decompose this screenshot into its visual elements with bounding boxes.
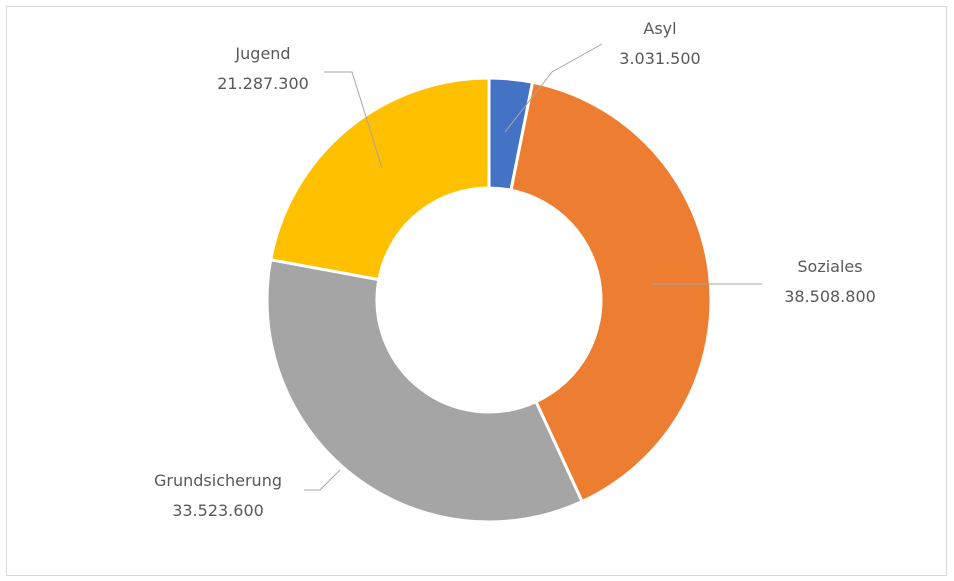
leader-line-jugend [324, 71, 383, 169]
doughnut-slices [265, 76, 713, 524]
data-label-category-soziales: Soziales [797, 257, 862, 276]
leader-line-grundsicherung [304, 469, 341, 491]
data-label-value-jugend: 21.287.300 [217, 74, 309, 93]
data-label-value-grundsicherung: 33.523.600 [172, 501, 264, 520]
data-label-category-asyl: Asyl [643, 19, 676, 38]
data-label-value-asyl: 3.031.500 [619, 49, 700, 68]
slice-soziales [509, 80, 713, 504]
leader-line-asyl [504, 43, 603, 133]
data-labels: Asyl 3.031.500 Soziales 38.508.800 Grundsich… [154, 19, 876, 520]
slice-jugend [268, 76, 491, 282]
slice-grundsicherung [265, 257, 585, 524]
data-label-category-grundsicherung: Grundsicherung [154, 471, 282, 490]
leader-lines [304, 43, 762, 491]
data-label-value-soziales: 38.508.800 [784, 287, 876, 306]
data-label-category-jugend: Jugend [234, 44, 290, 63]
